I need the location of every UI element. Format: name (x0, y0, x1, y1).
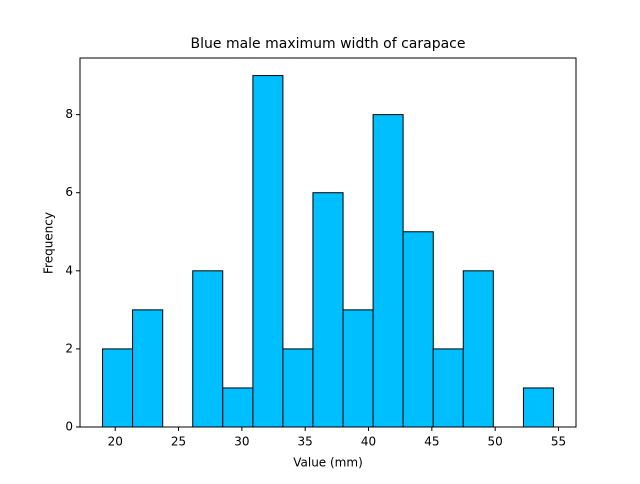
bar (222, 387, 254, 428)
y-axis-label: Frequency (42, 212, 56, 274)
bar (522, 387, 554, 428)
x-tick-label: 45 (424, 435, 439, 449)
bar (282, 348, 314, 428)
y-tick-label: 8 (65, 107, 73, 121)
x-tick-label: 40 (361, 435, 376, 449)
bar (402, 231, 434, 428)
x-tick-label: 25 (171, 435, 186, 449)
bar (342, 309, 374, 428)
bar (102, 348, 134, 428)
bar (312, 192, 344, 428)
y-tick-label: 6 (65, 185, 73, 199)
bar (432, 348, 464, 428)
bar (192, 270, 224, 428)
chart-title: Blue male maximum width of carapace (191, 36, 466, 52)
bar (252, 75, 284, 428)
x-tick-label: 50 (488, 435, 503, 449)
x-tick-label: 35 (298, 435, 313, 449)
x-tick-label: 30 (234, 435, 249, 449)
y-tick-label: 4 (65, 263, 73, 277)
bar (132, 309, 164, 428)
bar (462, 270, 494, 428)
y-tick-label: 0 (65, 420, 73, 434)
x-axis-label: Value (mm) (293, 456, 363, 470)
y-tick-label: 2 (65, 341, 73, 355)
x-tick-label: 55 (551, 435, 566, 449)
bar (372, 114, 404, 428)
x-tick-label: 20 (108, 435, 123, 449)
plot-frame (79, 57, 577, 428)
